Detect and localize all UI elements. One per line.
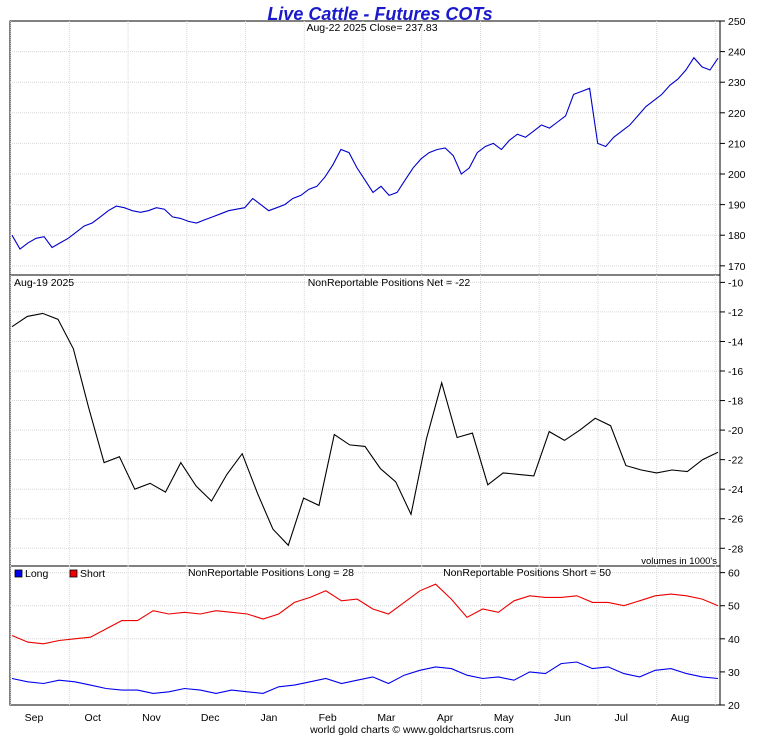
tick-layer: 170 180 190 200 210 220 230 240 250 -10 -12 -14 -16 -… <box>25 16 746 724</box>
grid-layer <box>10 21 720 705</box>
short-panel-title: NonReportable Positions Short = 50 <box>443 567 611 579</box>
y-tick-label: 230 <box>728 77 746 89</box>
y-tick-label: 40 <box>728 634 740 646</box>
x-tick-label: Feb <box>319 712 337 724</box>
y-tick-label: 200 <box>728 169 746 181</box>
x-tick-label: Aug <box>671 712 690 724</box>
short-position-line <box>11 583 719 645</box>
y-tick-label: -28 <box>728 543 743 555</box>
y-tick-label: -24 <box>728 484 743 496</box>
net-position-line <box>11 312 719 547</box>
volumes-note: volumes in 1000's <box>641 556 717 567</box>
legend-long: Long <box>14 568 49 580</box>
chart-footer: world gold charts © www.goldchartsrus.co… <box>309 724 514 735</box>
y-tick-label: -22 <box>728 455 743 467</box>
y-tick-label: -26 <box>728 514 743 526</box>
x-tick-label: Nov <box>142 712 161 724</box>
y-tick-label: -20 <box>728 425 743 437</box>
y-tick-label: 240 <box>728 47 746 59</box>
x-tick-label: Oct <box>85 712 101 724</box>
y-tick-label: 250 <box>728 16 746 28</box>
price-subtitle: Aug-22 2025 Close= 237.83 <box>306 22 437 34</box>
x-tick-label: May <box>494 712 515 724</box>
legend-short: Short <box>69 568 105 580</box>
x-tick-label: Jan <box>260 712 277 724</box>
price-line <box>11 56 719 250</box>
legend-long-swatch <box>14 569 23 578</box>
y-tick-label: 180 <box>728 230 746 242</box>
chart-title: Live Cattle - Futures COTs <box>267 4 492 24</box>
y-tick-label: 50 <box>728 601 740 613</box>
x-tick-label: Dec <box>201 712 220 724</box>
y-tick-label: 20 <box>728 700 740 712</box>
long-position-line <box>11 661 719 694</box>
net-date-label: Aug-19 2025 <box>14 277 74 289</box>
y-tick-label: 170 <box>728 261 746 273</box>
y-tick-label: 220 <box>728 108 746 120</box>
legend-short-swatch <box>69 569 78 578</box>
long-panel-title: NonReportable Positions Long = 28 <box>188 567 354 579</box>
x-tick-label: Jul <box>615 712 628 724</box>
y-tick-label: -12 <box>728 307 743 319</box>
y-tick-label: -16 <box>728 366 743 378</box>
y-tick-label: -14 <box>728 336 743 348</box>
net-panel-title: NonReportable Positions Net = -22 <box>308 277 471 289</box>
x-tick-label: Sep <box>25 712 44 724</box>
y-tick-label: 30 <box>728 667 740 679</box>
series-layer <box>11 56 719 694</box>
x-tick-label: Apr <box>437 712 454 724</box>
y-tick-label: 210 <box>728 138 746 150</box>
y-tick-label: -10 <box>728 277 743 289</box>
y-tick-label: 190 <box>728 200 746 212</box>
y-tick-label: -18 <box>728 396 743 408</box>
x-tick-label: Mar <box>377 712 396 724</box>
y-tick-label: 60 <box>728 568 740 580</box>
legend-short-label: Short <box>80 568 105 580</box>
legend-long-label: Long <box>25 568 49 580</box>
x-tick-label: Jun <box>554 712 571 724</box>
long-short-panel-frame <box>9 565 721 706</box>
